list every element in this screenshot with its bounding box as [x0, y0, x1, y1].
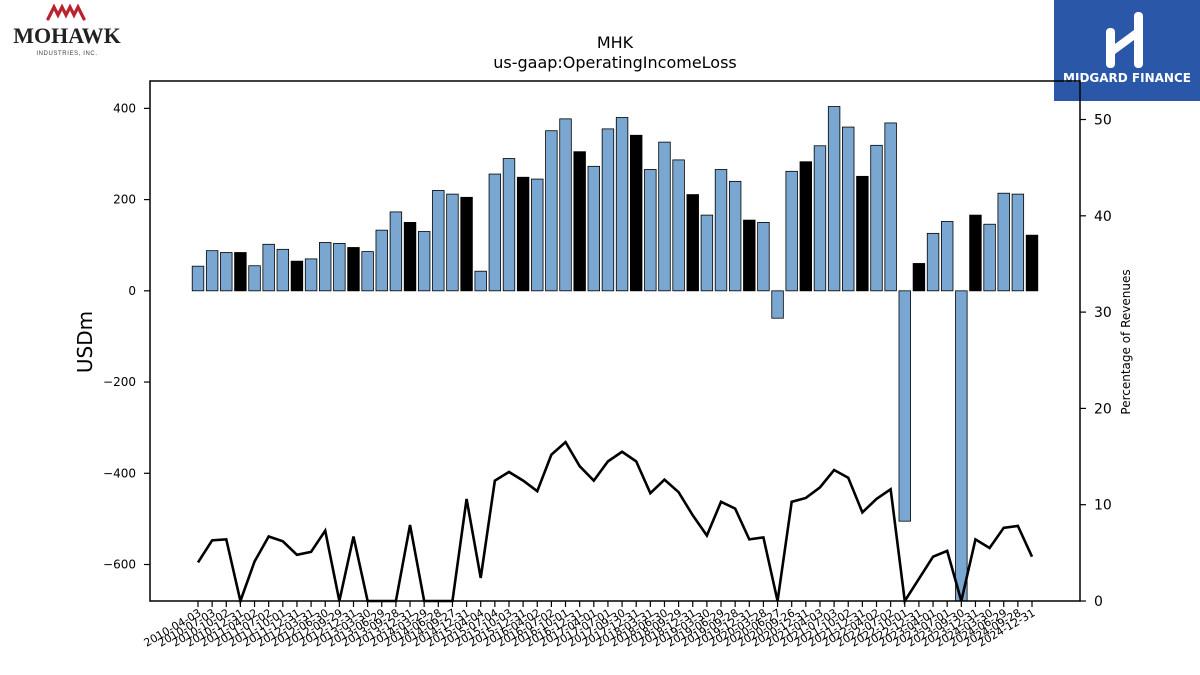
y2-axis-ticks: 0 10 20 30 40 50: [1080, 113, 1112, 610]
bar-2015-12-31: [516, 176, 530, 292]
bar-series: [191, 106, 1039, 602]
bar-2011-12-31: [290, 260, 304, 292]
mohawk-logo-mark: [46, 4, 86, 21]
bar-2017-04-01: [587, 165, 600, 292]
mohawk-logo-word: MOHAWK: [13, 23, 121, 48]
bar-2020-12-31: [799, 161, 813, 292]
bar-2017-09-30: [615, 117, 629, 292]
bar-2014-03-29: [417, 231, 431, 292]
bar-2018-06-30: [658, 141, 671, 292]
bar-2010-07-03: [205, 250, 219, 292]
bar-2017-12-31: [630, 134, 643, 292]
bar-2021-10-02: [842, 126, 855, 292]
bar-2022-04-02: [870, 144, 883, 292]
bar-2019-12-31: [743, 219, 756, 292]
bar-2017-07-01: [601, 128, 615, 292]
bar-2012-12-31: [347, 247, 360, 292]
bar-2011-07-02: [262, 243, 275, 292]
bar-2016-10-01: [559, 118, 572, 292]
chart-subtitle: us-gaap:OperatingIncomeLoss: [493, 53, 737, 72]
bar-2020-03-28: [757, 221, 770, 292]
bar-2013-12-31: [403, 221, 417, 292]
bar-2022-10-01: [898, 290, 911, 522]
mohawk-logo-sub: INDUSTRIES, INC.: [36, 51, 97, 57]
midgard-logo-text: MIDGARD FINANCE: [1063, 71, 1191, 85]
bar-2014-12-31: [460, 196, 473, 292]
bar-2010-12-31: [234, 252, 247, 292]
x-axis-ticks: 2010-04-032010-07-032010-10-022010-12-31…: [142, 601, 1038, 650]
axes: [149, 80, 1081, 602]
bar-2011-10-01: [276, 248, 290, 292]
y2-axis-label: Percentage of Revenues: [1119, 269, 1133, 414]
bar-2018-03-31: [644, 169, 657, 292]
y-axis-ticks: −600 −400 −200 0 200 400: [103, 101, 150, 572]
bar-2012-06-30: [319, 242, 332, 292]
midgard-finance-logo: MIDGARD FINANCE: [1054, 0, 1200, 101]
percentage-line: [196, 440, 1034, 606]
bar-2013-09-28: [389, 211, 403, 292]
bar-2018-12-31: [686, 194, 699, 292]
bar-2019-06-29: [714, 169, 728, 292]
bar-2021-07-03: [827, 106, 841, 292]
bar-2023-07-01: [940, 221, 954, 292]
y-tick-label: 0: [128, 284, 136, 298]
bar-2021-04-03: [813, 145, 827, 292]
bar-2021-12-31: [856, 175, 869, 292]
bar-2020-06-27: [771, 290, 784, 319]
y2-tick-label: 50: [1094, 113, 1112, 129]
bar-2013-06-29: [375, 229, 388, 292]
bar-2015-04-04: [474, 270, 487, 292]
bar-2015-10-03: [502, 158, 516, 292]
y2-tick-label: 40: [1094, 209, 1112, 225]
y2-tick-label: 10: [1094, 498, 1112, 514]
bar-2014-09-27: [446, 193, 459, 292]
y-tick-label: 200: [113, 193, 136, 207]
bar-2012-09-29: [333, 242, 346, 292]
bar-2010-10-02: [220, 252, 233, 292]
y-tick-label: 400: [113, 101, 136, 115]
bar-2016-04-02: [531, 178, 544, 292]
y2-tick-label: 0: [1094, 594, 1103, 610]
bar-2010-04-03: [191, 265, 205, 292]
bar-2020-09-26: [785, 170, 798, 292]
y-tick-label: −200: [103, 375, 136, 389]
y-tick-label: −400: [103, 466, 136, 480]
y-tick-label: −600: [103, 558, 136, 572]
bar-2015-07-04: [488, 173, 502, 292]
bar-2024-03-30: [983, 223, 996, 292]
bar-2023-04-01: [926, 232, 940, 292]
percentage-line-series: [196, 440, 1034, 606]
chart-title: MHK: [597, 33, 634, 52]
y-axis-label: USDm: [73, 311, 97, 373]
bar-2013-03-30: [361, 251, 374, 292]
y2-tick-label: 20: [1094, 401, 1112, 417]
bar-2024-09-28: [1011, 193, 1025, 292]
bar-2024-06-29: [997, 192, 1010, 292]
bar-2022-12-31: [912, 263, 926, 292]
bar-2011-04-02: [248, 265, 261, 292]
bar-2012-03-31: [304, 258, 318, 292]
bar-2018-09-29: [672, 159, 685, 292]
bar-2022-07-02: [884, 122, 897, 292]
bar-2019-03-30: [700, 214, 714, 292]
midgard-logo-background: [1054, 0, 1200, 101]
bar-2024-12-31: [1025, 234, 1039, 292]
bar-2014-06-28: [432, 190, 445, 292]
bar-2019-09-28: [728, 180, 742, 292]
midgard-logo-mark: [1106, 12, 1143, 68]
bar-2016-12-31: [573, 151, 586, 292]
mohawk-logo: MOHAWK INDUSTRIES, INC.: [13, 4, 121, 57]
bar-2023-12-31: [969, 214, 982, 292]
bar-2023-09-30: [955, 290, 968, 602]
bar-2016-07-02: [545, 130, 558, 292]
plot-frame: [149, 80, 1081, 602]
y2-tick-label: 30: [1094, 305, 1112, 321]
